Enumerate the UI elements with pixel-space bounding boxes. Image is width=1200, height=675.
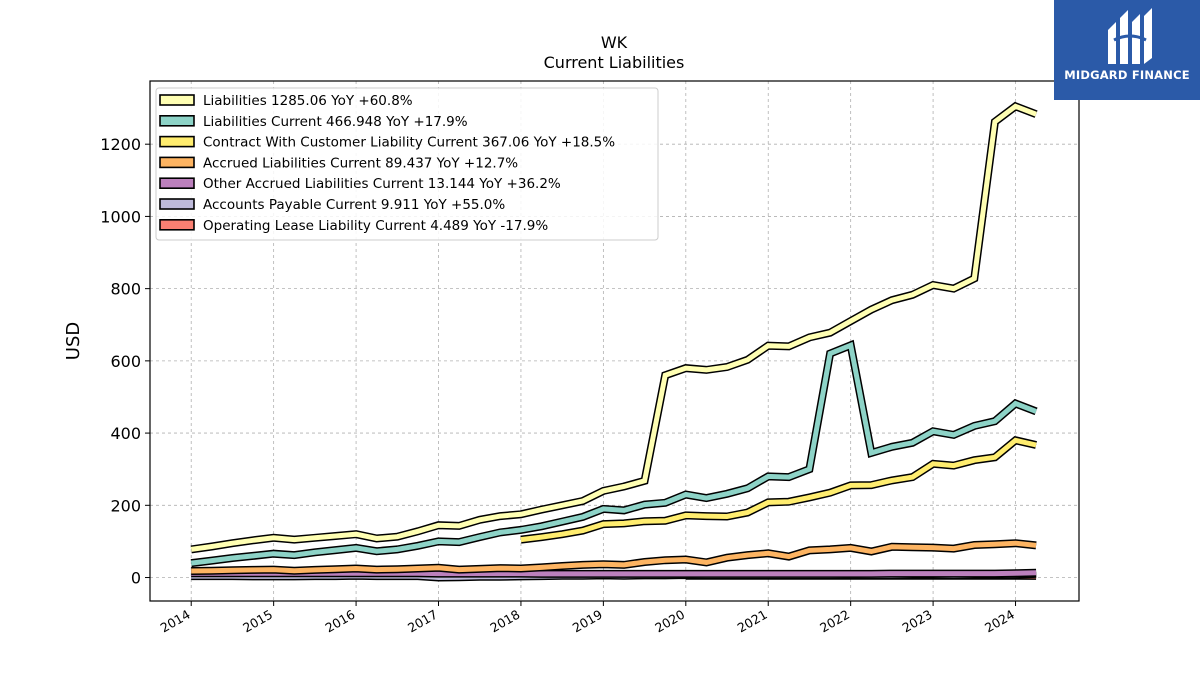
series-line <box>190 103 1037 552</box>
logo: MIDGARD FINANCE <box>1054 0 1200 100</box>
x-tick-label: 2020 <box>652 607 687 636</box>
series-lines <box>190 101 1038 582</box>
series-line <box>190 341 1037 566</box>
legend-swatch <box>159 219 195 231</box>
x-tick-label: 2017 <box>405 607 440 636</box>
y-tick-label: 600 <box>110 352 141 371</box>
legend-entry: Liabilities 1285.06 YoY +60.8% <box>203 93 413 109</box>
series-liabilities-current <box>190 339 1038 568</box>
legend-entry: Accounts Payable Current 9.911 YoY +55.0… <box>203 197 505 213</box>
y-axis: 0 200 400 600 800 1000 1200 <box>100 135 150 588</box>
series-accrued-liabilities-current <box>191 539 1037 575</box>
legend-swatch <box>159 135 195 148</box>
x-tick-label: 2022 <box>817 607 852 636</box>
grid-lines <box>150 81 1079 601</box>
plot-frame <box>149 80 1080 602</box>
y-tick-label: 800 <box>110 280 141 299</box>
x-tick-label: 2024 <box>982 607 1017 636</box>
x-tick-label: 2014 <box>158 607 193 636</box>
y-tick-label: 1000 <box>100 207 141 226</box>
x-tick-label: 2016 <box>323 607 358 636</box>
legend: Liabilities 1285.06 YoY +60.8% Liabilitie… <box>155 87 659 241</box>
series-line <box>520 437 1037 543</box>
series-line <box>191 540 1037 574</box>
legend-box <box>155 87 659 241</box>
legend-swatch <box>159 156 195 169</box>
legend-swatch <box>159 177 195 189</box>
y-tick-label: 200 <box>110 496 141 515</box>
midgard-m-logo-icon <box>1108 8 1152 64</box>
series-outline <box>190 339 1038 568</box>
y-tick-label: 0 <box>131 569 141 588</box>
series-contract-with-customer-liability-current <box>520 435 1037 544</box>
legend-entry: Operating Lease Liability Current 4.489 … <box>203 218 548 234</box>
legend-entry: Contract With Customer Liability Current… <box>203 135 615 151</box>
chart-title: WK <box>601 33 628 52</box>
x-tick-label: 2021 <box>735 607 770 636</box>
x-axis: 2014 2015 2016 2017 2018 2019 2020 2021 2022 2023… <box>158 601 1017 636</box>
y-axis-label: USD <box>63 322 84 360</box>
x-tick-label: 2023 <box>900 607 935 636</box>
series-liabilities <box>190 101 1038 554</box>
legend-entry: Accrued Liabilities Current 89.437 YoY +… <box>203 155 518 171</box>
legend-swatch <box>159 198 195 210</box>
x-tick-label: 2018 <box>487 607 522 636</box>
y-tick-label: 1200 <box>100 135 141 154</box>
legend-swatch <box>159 94 195 106</box>
x-tick-label: 2019 <box>570 607 605 636</box>
legend-swatch <box>159 115 195 127</box>
chart-subtitle: Current Liabilities <box>544 53 685 72</box>
x-tick-label: 2015 <box>240 607 275 636</box>
y-tick-label: 400 <box>110 424 141 443</box>
legend-entry: Other Accrued Liabilities Current 13.144… <box>203 176 561 192</box>
legend-entry: Liabilities Current 466.948 YoY +17.9% <box>203 114 468 130</box>
logo-text: MIDGARD FINANCE <box>1064 68 1190 82</box>
